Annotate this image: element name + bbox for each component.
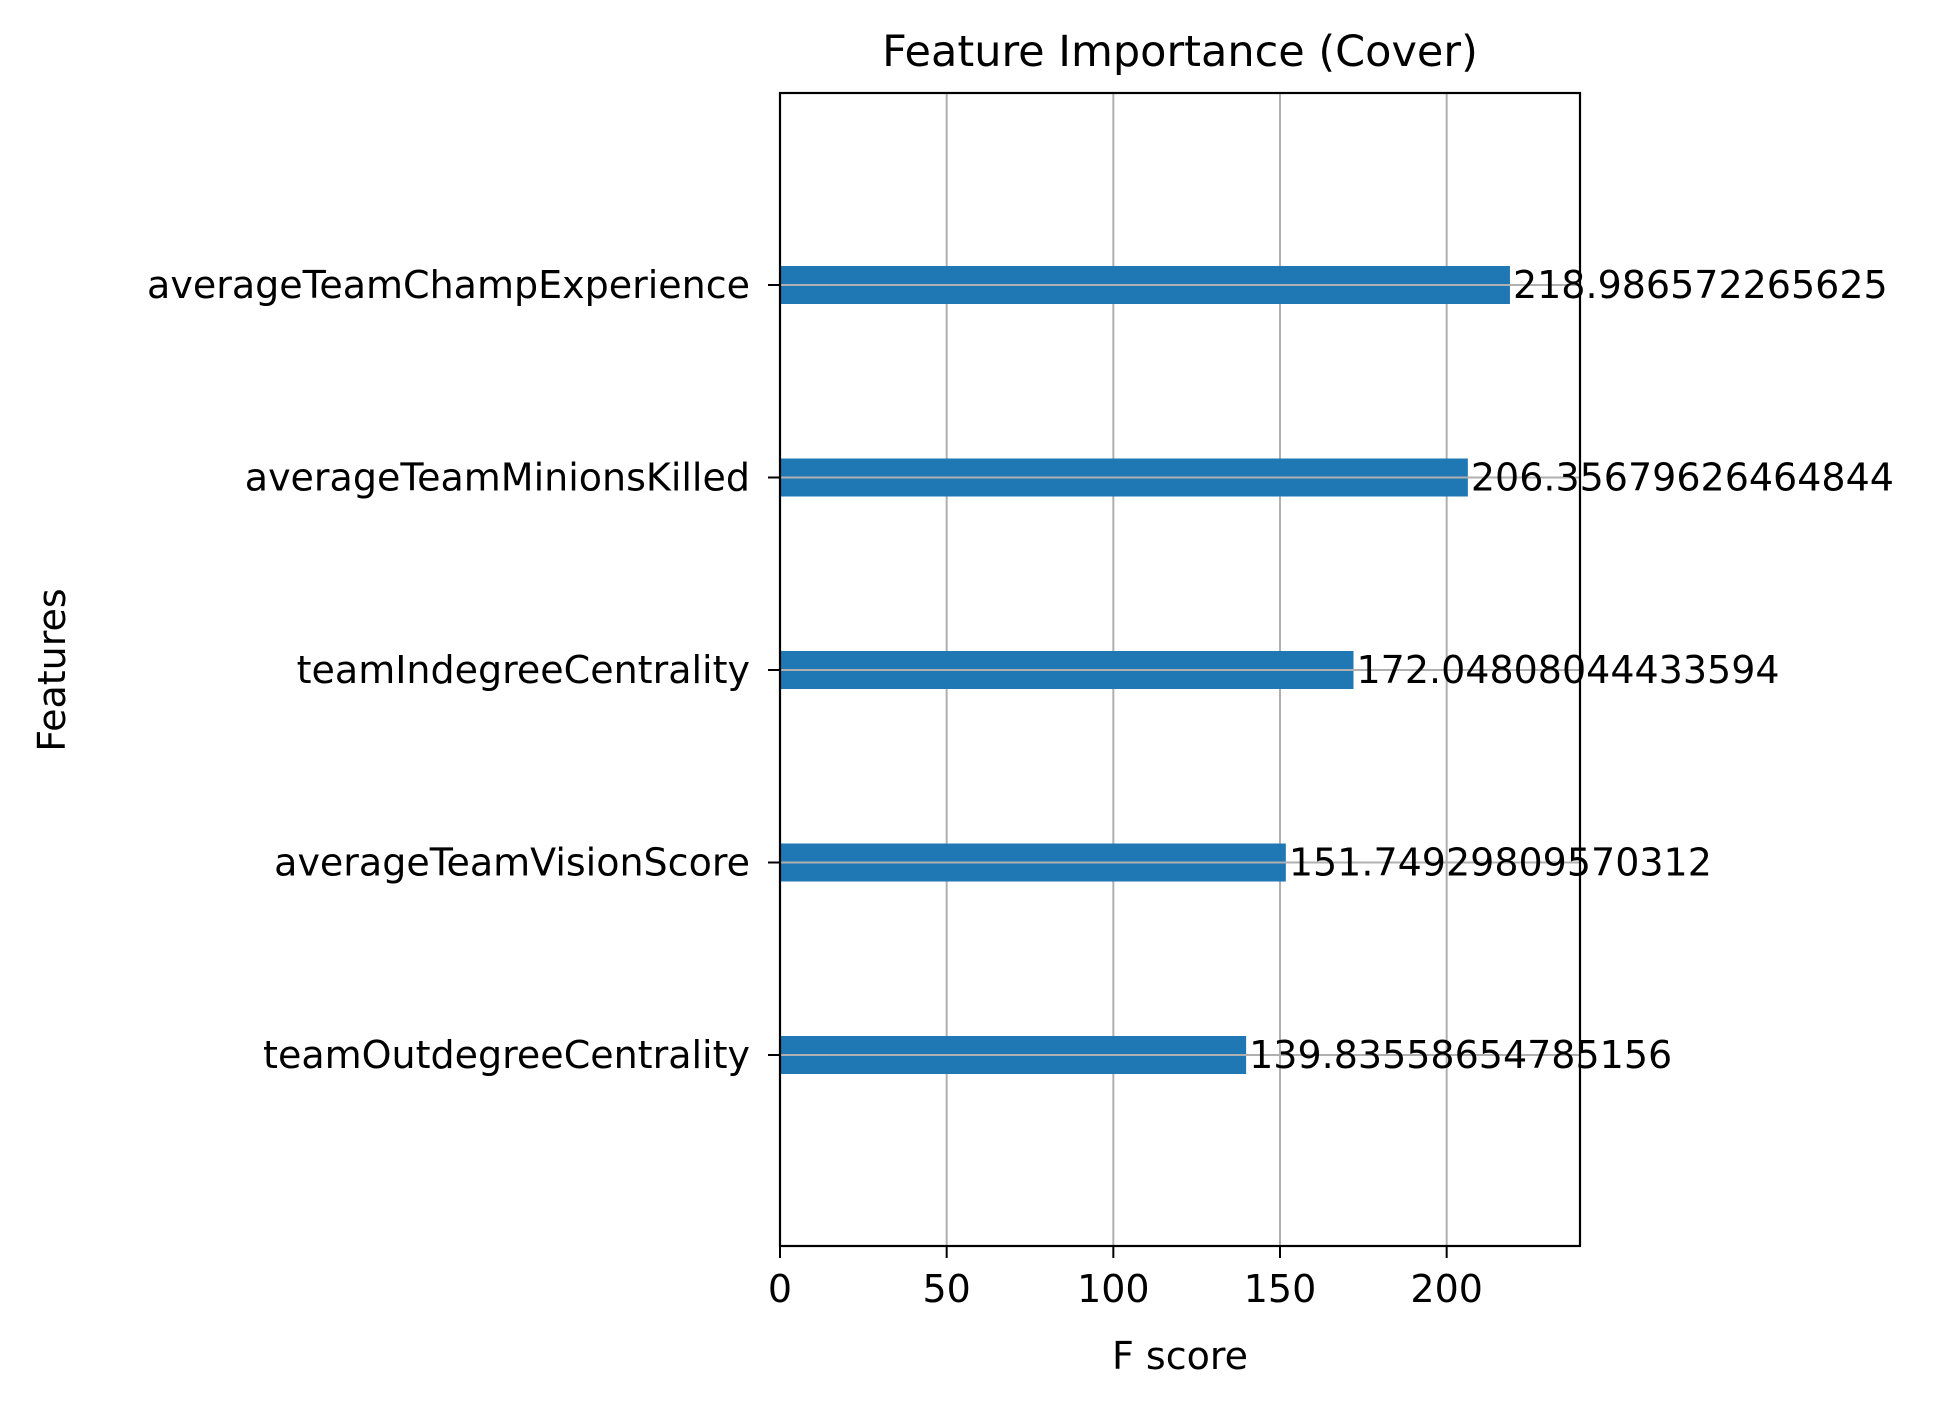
x-tick-label-0: 0 <box>768 1267 792 1311</box>
plot-frame <box>778 91 1582 1248</box>
x-tick-label-4: 200 <box>1410 1267 1483 1311</box>
x-tick-label-1: 50 <box>922 1267 970 1311</box>
y-tick-label-averageTeamChampExperience: averageTeamChampExperience <box>147 263 750 307</box>
tick-layer: 0 50 100 150 200 averageTeamChampExperience av… <box>147 263 1483 1311</box>
data-label-averageTeamVisionScore: 151.74929809570312 <box>1289 841 1712 885</box>
y-tick-label-teamOutdegreeCentrality: teamOutdegreeCentrality <box>263 1033 750 1077</box>
y-axis-label: Features <box>30 588 74 751</box>
data-label-teamOutdegreeCentrality: 139.83558654785156 <box>1249 1033 1672 1077</box>
bar-layer <box>780 266 1580 1074</box>
y-tick-label-teamIndegreeCentrality: teamIndegreeCentrality <box>297 648 750 692</box>
data-label-teamIndegreeCentrality: 172.04808044433594 <box>1356 648 1779 692</box>
data-label-layer: 218.986572265625 206.35679626464844 172.04… <box>1249 263 1894 1077</box>
x-tick-label-3: 150 <box>1244 1267 1317 1311</box>
y-tick-label-averageTeamVisionScore: averageTeamVisionScore <box>274 841 750 885</box>
y-tick-label-averageTeamMinionsKilled: averageTeamMinionsKilled <box>245 456 750 500</box>
x-tick-label-2: 100 <box>1077 1267 1150 1311</box>
chart-title: Feature Importance (Cover) <box>882 27 1478 77</box>
x-axis-label: F score <box>1112 1334 1248 1378</box>
data-label-averageTeamChampExperience: 218.986572265625 <box>1513 263 1888 307</box>
data-label-averageTeamMinionsKilled: 206.35679626464844 <box>1471 456 1894 500</box>
